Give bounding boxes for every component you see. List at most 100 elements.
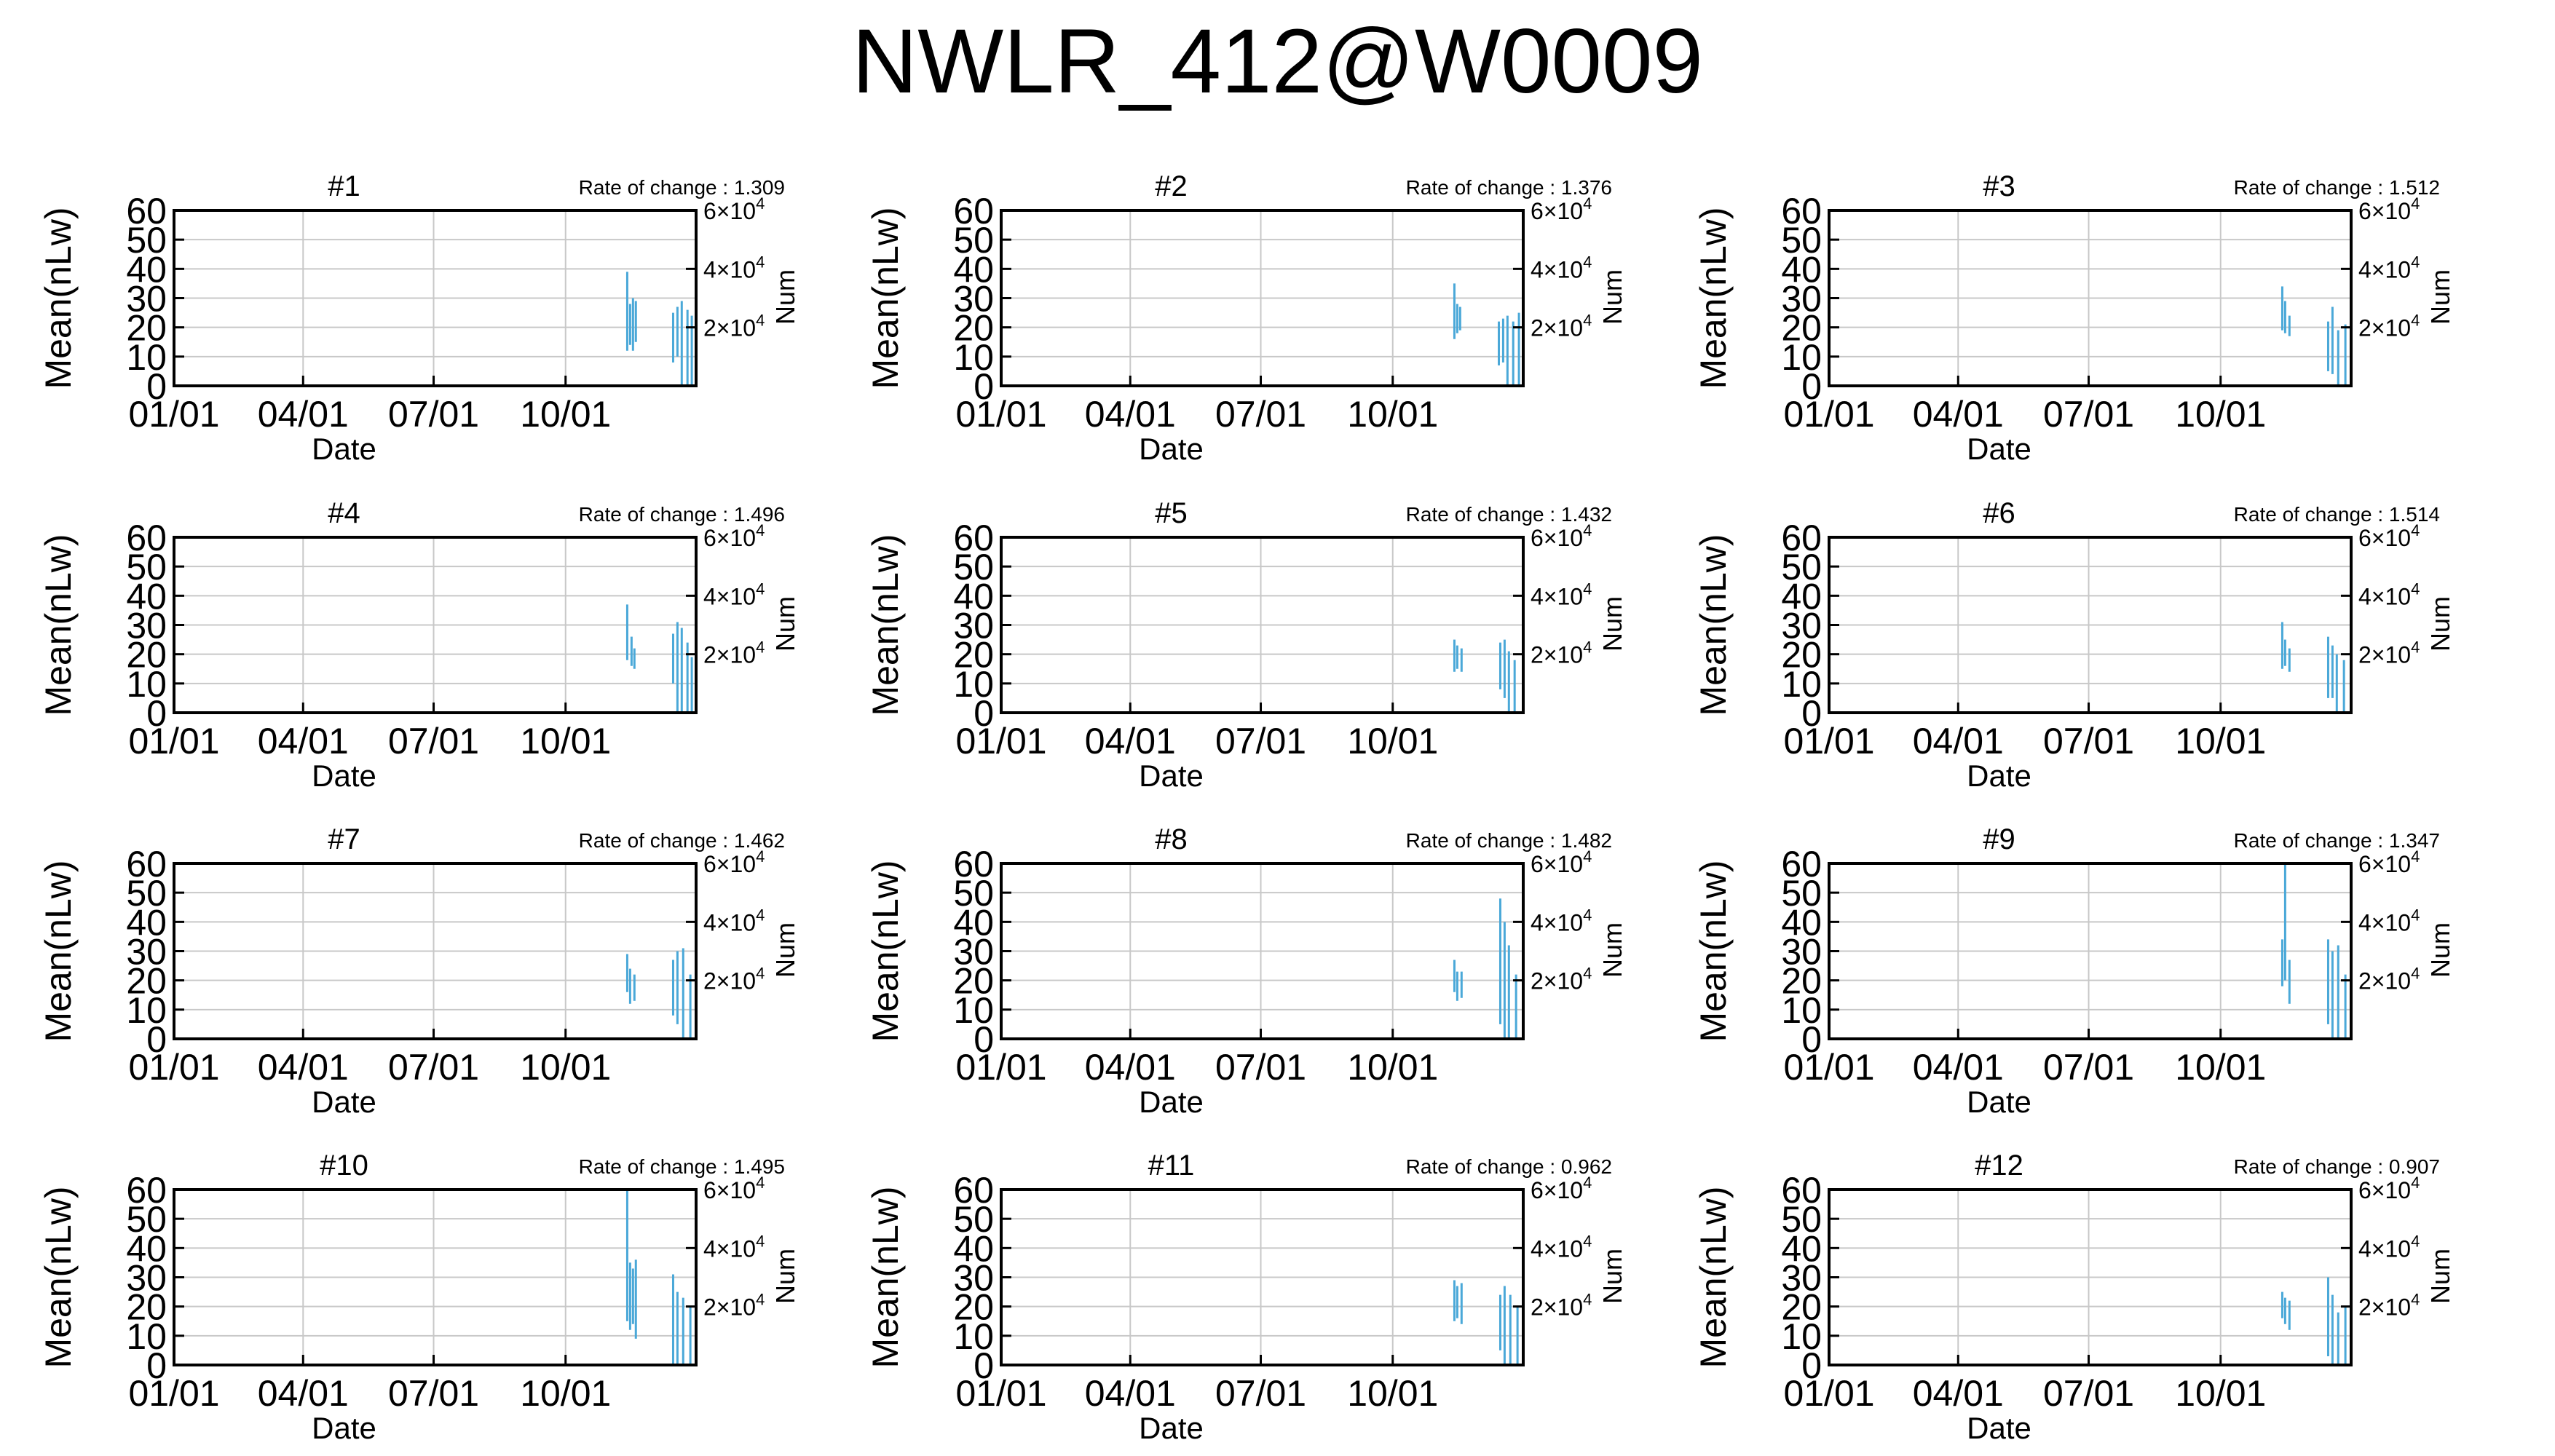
x-tick-label: 07/01 (388, 721, 479, 761)
y2-axis-label: Num (770, 269, 800, 325)
y-tick-label: 20 (953, 961, 994, 1002)
x-tick-label: 04/01 (258, 1373, 349, 1414)
y-tick-label: 60 (953, 518, 994, 558)
page-title: NWLR_412@W0009 (851, 11, 1704, 112)
y2-tick-base: 2×10 (2358, 642, 2411, 668)
y-tick-label: 50 (126, 1199, 167, 1240)
y-tick-label: 30 (126, 1258, 167, 1299)
panel-title: #2 (1155, 170, 1188, 202)
y2-tick-label: 2×104 (703, 312, 765, 341)
y-tick-label: 40 (126, 576, 167, 617)
y2-tick-exp: 4 (2411, 1291, 2420, 1309)
x-tick-label: 07/01 (2043, 1373, 2134, 1414)
y2-tick-base: 6×10 (703, 525, 756, 551)
y2-tick-label: 2×104 (1531, 638, 1592, 668)
x-tick-label: 01/01 (128, 1047, 219, 1088)
y2-tick-base: 6×10 (2358, 1177, 2411, 1203)
y2-tick-label: 6×104 (703, 194, 765, 224)
y2-tick-label: 4×104 (1531, 253, 1592, 282)
y2-tick-label: 6×104 (2358, 521, 2420, 551)
x-tick-label: 01/01 (128, 1373, 219, 1414)
y2-tick-exp: 4 (756, 194, 765, 213)
rate-of-change-label: Rate of change : 1.347 (2234, 829, 2440, 852)
y-tick-label: 30 (126, 606, 167, 646)
x-tick-label: 04/01 (1913, 1047, 2004, 1088)
x-tick-label: 07/01 (1215, 721, 1306, 761)
y-tick-label: 60 (1781, 1170, 1822, 1211)
y2-tick-base: 6×10 (1531, 198, 1583, 224)
x-tick-label: 01/01 (1783, 1373, 1874, 1414)
y2-tick-base: 2×10 (1531, 642, 1583, 668)
y2-tick-label: 4×104 (703, 253, 765, 282)
y-tick-label: 0 (1801, 1019, 1822, 1060)
y-tick-label: 0 (146, 693, 167, 734)
panel-title: #9 (1983, 823, 2015, 855)
y2-tick-base: 4×10 (703, 583, 756, 609)
y2-tick-label: 2×104 (2358, 1291, 2420, 1321)
y-tick-label: 10 (1781, 664, 1822, 705)
x-axis-label: Date (1139, 759, 1204, 793)
y-tick-label: 50 (953, 547, 994, 587)
y-tick-label: 30 (953, 932, 994, 973)
y2-tick-label: 4×104 (2358, 253, 2420, 282)
y-tick-label: 30 (1781, 1258, 1822, 1299)
y-axis-label: Mean(nLw) (865, 534, 906, 716)
y2-tick-base: 2×10 (2358, 968, 2411, 994)
y-tick-label: 30 (953, 1258, 994, 1299)
x-tick-label: 10/01 (1347, 1047, 1438, 1088)
y2-tick-exp: 4 (756, 1174, 765, 1192)
y2-tick-label: 6×104 (2358, 847, 2420, 877)
y2-tick-label: 2×104 (2358, 638, 2420, 668)
x-tick-label: 01/01 (1783, 1047, 1874, 1088)
rate-of-change-label: Rate of change : 1.512 (2234, 176, 2440, 199)
y-tick-label: 60 (953, 1170, 994, 1211)
y2-tick-base: 4×10 (2358, 909, 2411, 935)
y-tick-label: 0 (1801, 366, 1822, 407)
y2-tick-base: 4×10 (1531, 909, 1583, 935)
x-tick-label: 01/01 (128, 721, 219, 761)
y2-tick-exp: 4 (756, 847, 765, 866)
y2-tick-exp: 4 (2411, 1174, 2420, 1192)
panel-title: #5 (1155, 497, 1188, 529)
y-tick-label: 50 (126, 873, 167, 914)
x-tick-label: 07/01 (2043, 721, 2134, 761)
y-tick-label: 10 (126, 990, 167, 1031)
y-tick-label: 20 (1781, 1287, 1822, 1328)
y2-tick-exp: 4 (1583, 1291, 1592, 1309)
y2-tick-base: 4×10 (703, 256, 756, 282)
x-tick-label: 07/01 (2043, 1047, 2134, 1088)
x-tick-label: 10/01 (2175, 394, 2266, 435)
y-tick-label: 30 (126, 932, 167, 973)
y-axis-label: Mean(nLw) (38, 207, 79, 389)
y2-tick-label: 6×104 (1531, 1174, 1592, 1203)
panel-title: #12 (1975, 1150, 2023, 1182)
y2-axis-label: Num (2425, 1249, 2455, 1304)
y-tick-label: 40 (953, 249, 994, 290)
y2-tick-exp: 4 (756, 906, 765, 924)
y2-tick-label: 6×104 (2358, 1174, 2420, 1203)
x-tick-label: 10/01 (520, 1373, 611, 1414)
y2-tick-base: 2×10 (703, 642, 756, 668)
y-tick-label: 20 (1781, 308, 1822, 349)
y2-tick-base: 2×10 (703, 968, 756, 994)
x-axis-label: Date (1139, 432, 1204, 466)
y2-axis-label: Num (770, 596, 800, 652)
y2-axis-label: Num (770, 922, 800, 978)
y2-tick-base: 4×10 (1531, 1235, 1583, 1262)
y2-tick-exp: 4 (1583, 312, 1592, 330)
y-tick-label: 50 (953, 1199, 994, 1240)
y2-tick-base: 4×10 (2358, 256, 2411, 282)
y2-tick-base: 6×10 (2358, 525, 2411, 551)
y-tick-label: 30 (1781, 279, 1822, 320)
y-tick-label: 40 (126, 249, 167, 290)
y2-axis-label: Num (1598, 1249, 1627, 1304)
y-tick-label: 20 (953, 308, 994, 349)
y-axis-label: Mean(nLw) (38, 860, 79, 1042)
y2-tick-exp: 4 (756, 965, 765, 983)
y2-tick-exp: 4 (2411, 521, 2420, 539)
panel-title: #7 (328, 823, 360, 855)
